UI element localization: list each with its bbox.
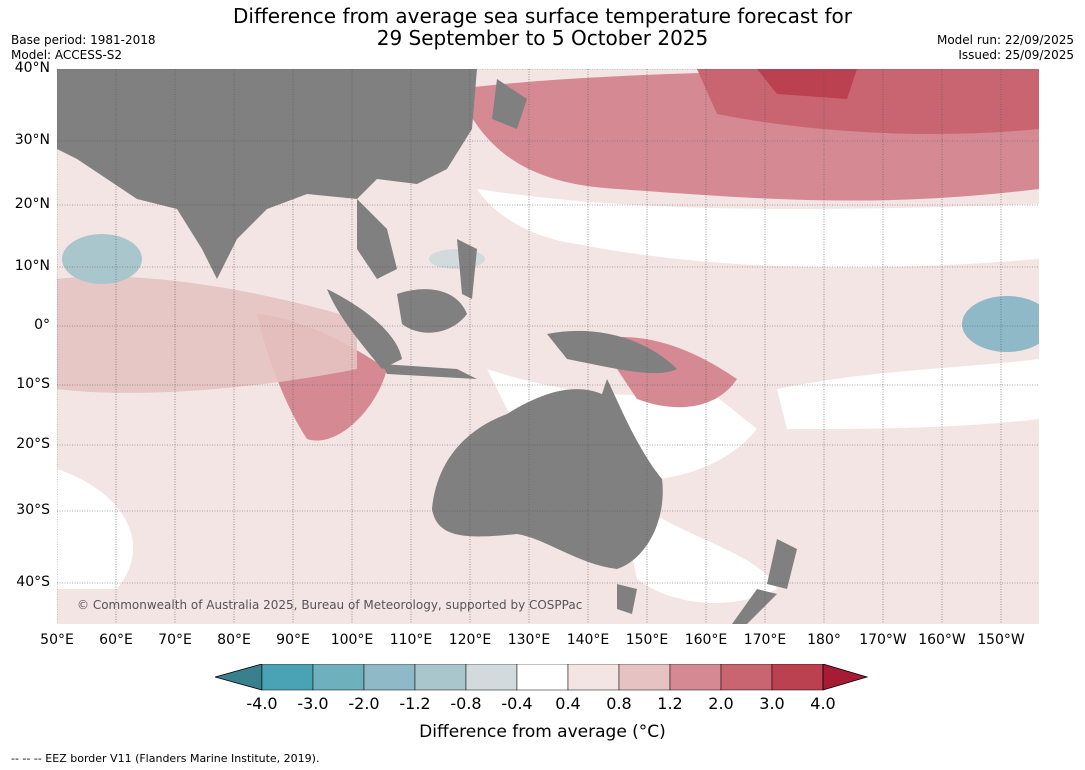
warm-central-indian [57, 276, 357, 393]
colorbar-arrow-high [822, 664, 869, 691]
meta-right: Model run: 22/09/2025 Issued: 25/09/2025 [937, 33, 1074, 63]
colorbar-arrow-low [215, 664, 263, 691]
lon-label: 100°E [330, 632, 374, 648]
model-run: Model run: 22/09/2025 [936, 33, 1074, 47]
title-line-1: Difference from average sea surface temp… [232, 4, 852, 28]
colorbar-tick-label: 0.8 [606, 694, 632, 713]
colorbar-segment [261, 664, 314, 691]
land-philippines [457, 239, 477, 299]
lon-label: 60°E [99, 632, 133, 648]
colorbar-segment [363, 664, 416, 691]
colorbar-tick-label: 0.4 [555, 694, 581, 713]
copyright-notice: © Commonwealth of Australia 2025, Bureau… [77, 598, 583, 612]
land-new-zealand-south [732, 589, 777, 624]
colorbar-tick-label: 1.2 [657, 694, 683, 713]
grid-lines [57, 69, 1039, 624]
colorbar-tick-label: 4.0 [810, 694, 836, 713]
lon-label: 50°E [40, 632, 74, 648]
colorbar-segment [312, 664, 365, 691]
base-period: Base period: 1981-2018 [11, 33, 156, 47]
colorbar-segment [771, 664, 824, 691]
land-borneo [397, 289, 467, 333]
meta-left: Base period: 1981-2018 Model: ACCESS-S2 [11, 33, 156, 63]
lon-label: 180° [807, 632, 841, 648]
lon-label: 120°E [448, 632, 492, 648]
lon-label: 110°E [389, 632, 433, 648]
lat-label: 20°N [14, 196, 50, 212]
lat-label: 10°N [14, 258, 50, 274]
colorbar-tick-label: 3.0 [759, 694, 785, 713]
colorbar-tick-label: -1.2 [399, 694, 431, 713]
colorbar-tick-label: 2.0 [708, 694, 734, 713]
lat-label: 20°S [16, 436, 50, 452]
colorbar-segment [567, 664, 620, 691]
lat-label: 40°S [16, 574, 50, 590]
lat-label: 10°S [16, 376, 50, 392]
land-java [382, 364, 477, 379]
land-japan [492, 79, 527, 129]
colorbar-tick-label: -4.0 [246, 694, 278, 713]
colorbar-segment [516, 664, 569, 691]
issued-date: Issued: 25/09/2025 [958, 48, 1074, 62]
lon-label: 90°E [276, 632, 310, 648]
hottest-north-pacific [757, 69, 857, 99]
lon-label: 160°E [684, 632, 728, 648]
model-name: Model: ACCESS-S2 [11, 48, 123, 62]
lon-label: 170°W [859, 632, 907, 648]
colorbar-tick-label: -2.0 [348, 694, 380, 713]
neutral-area-south-indian [57, 469, 134, 589]
colorbar-tick-label: -0.4 [501, 694, 533, 713]
lon-label: 150°W [977, 632, 1025, 648]
title-line-2: 29 September to 5 October 2025 [376, 26, 709, 50]
neutral-band-north-pacific [477, 189, 1039, 268]
land-sumatra [327, 289, 402, 369]
colorbar-segment [669, 664, 722, 691]
lon-label: 130°E [507, 632, 551, 648]
lon-label: 80°E [217, 632, 251, 648]
eez-legend: -- -- -- EEZ border V11 (Flanders Marine… [11, 752, 320, 765]
land-tasmania [617, 584, 637, 614]
neutral-band-south-pacific [777, 359, 1039, 429]
lon-label: 150°E [625, 632, 669, 648]
colorbar-tick-label: -3.0 [297, 694, 329, 713]
land-new-guinea [547, 330, 677, 374]
cool-east-pacific [962, 296, 1039, 352]
map-title: Difference from average sea surface temp… [0, 5, 1085, 49]
lon-label: 160°W [918, 632, 966, 648]
land-masses [57, 69, 797, 624]
colorbar [215, 664, 869, 691]
land-asia [57, 69, 477, 279]
lon-label: 70°E [158, 632, 192, 648]
colorbar-tick-label: -0.8 [450, 694, 482, 713]
lat-label: 0° [34, 317, 50, 333]
lat-label: 30°S [16, 502, 50, 518]
colorbar-segment [414, 664, 467, 691]
lat-label: 40°N [14, 60, 50, 76]
colorbar-segment [720, 664, 773, 691]
colorbar-segment [618, 664, 671, 691]
sst-anomaly-map [57, 69, 1039, 624]
land-indochina [357, 199, 397, 279]
lon-label: 170°E [743, 632, 787, 648]
lon-label: 140°E [566, 632, 610, 648]
land-australia [432, 379, 663, 569]
cool-arabian-sea [62, 234, 142, 284]
colorbar-segment [465, 664, 518, 691]
colorbar-title: Difference from average (°C) [419, 722, 666, 742]
lat-label: 30°N [14, 132, 50, 148]
land-new-zealand-north [767, 539, 797, 589]
